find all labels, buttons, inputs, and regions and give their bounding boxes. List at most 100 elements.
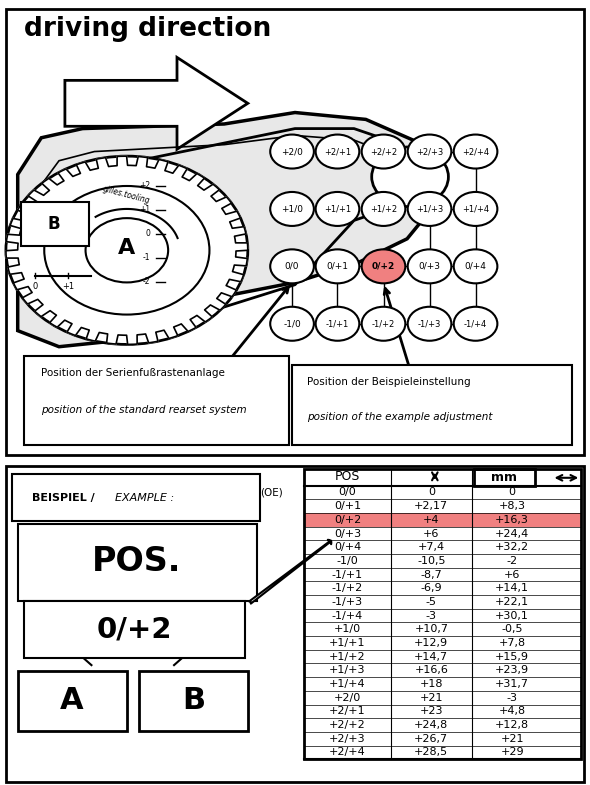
Text: 0: 0 <box>33 283 38 291</box>
Text: +26,7: +26,7 <box>414 734 448 743</box>
Polygon shape <box>65 57 248 149</box>
Text: -1/+4: -1/+4 <box>332 611 363 621</box>
Text: +16,6: +16,6 <box>414 666 448 675</box>
Text: 0/0: 0/0 <box>339 487 356 498</box>
Text: +4: +4 <box>423 515 440 525</box>
Text: +2/+3: +2/+3 <box>329 734 366 743</box>
Text: -1/0: -1/0 <box>337 556 358 566</box>
Circle shape <box>454 134 497 169</box>
Text: +18: +18 <box>419 679 443 689</box>
Text: +22,1: +22,1 <box>495 597 529 607</box>
Text: 0/+4: 0/+4 <box>334 542 361 552</box>
Text: A: A <box>60 686 84 715</box>
Text: 0: 0 <box>428 487 435 498</box>
Text: 0/+3: 0/+3 <box>418 262 441 271</box>
Circle shape <box>408 192 451 226</box>
Polygon shape <box>18 112 428 347</box>
Circle shape <box>372 147 448 206</box>
Text: +2/+2: +2/+2 <box>370 147 397 156</box>
Text: 0/0: 0/0 <box>285 262 299 271</box>
Circle shape <box>316 250 359 283</box>
Text: +1/+1: +1/+1 <box>329 638 366 648</box>
Text: +2/+4: +2/+4 <box>329 747 366 758</box>
Text: +2,17: +2,17 <box>414 501 448 511</box>
Text: POS.: POS. <box>92 546 182 579</box>
Circle shape <box>316 192 359 226</box>
Text: -1/+1: -1/+1 <box>332 570 363 579</box>
Text: +2/0: +2/0 <box>334 692 361 703</box>
Text: -1/+4: -1/+4 <box>464 319 487 328</box>
Text: BEISPIEL /: BEISPIEL / <box>32 493 99 502</box>
Text: -3: -3 <box>507 692 517 703</box>
Text: Position der Serienfußrastenanlage: Position der Serienfußrastenanlage <box>41 368 225 378</box>
Text: +1/+3: +1/+3 <box>329 666 366 675</box>
Text: 0: 0 <box>509 487 516 498</box>
Text: +29: +29 <box>500 747 524 758</box>
FancyBboxPatch shape <box>18 671 127 732</box>
Text: 0/+4: 0/+4 <box>464 262 487 271</box>
Text: +28,5: +28,5 <box>414 747 448 758</box>
Text: +8,3: +8,3 <box>499 501 526 511</box>
Text: -1/+1: -1/+1 <box>326 319 349 328</box>
Text: B: B <box>48 215 61 233</box>
Text: position of the example adjustment: position of the example adjustment <box>307 412 492 422</box>
Text: +1/+4: +1/+4 <box>329 679 366 689</box>
Text: -3: -3 <box>426 611 437 621</box>
Text: +2/0: +2/0 <box>281 147 303 156</box>
Text: +2/+1: +2/+1 <box>329 706 366 717</box>
Text: 0/+2: 0/+2 <box>334 515 361 525</box>
Text: +7,4: +7,4 <box>418 542 445 552</box>
FancyBboxPatch shape <box>24 601 245 658</box>
Text: +21: +21 <box>500 734 524 743</box>
Text: +2: +2 <box>139 181 150 191</box>
Text: +1/+4: +1/+4 <box>462 204 489 214</box>
Text: +1/+3: +1/+3 <box>416 204 443 214</box>
FancyBboxPatch shape <box>474 469 535 486</box>
Circle shape <box>408 250 451 283</box>
Circle shape <box>362 307 405 341</box>
Text: +4,8: +4,8 <box>499 706 526 717</box>
Text: +2/+4: +2/+4 <box>462 147 489 156</box>
FancyBboxPatch shape <box>292 365 572 445</box>
Text: position of the standard rearset system: position of the standard rearset system <box>41 404 247 414</box>
Circle shape <box>454 250 497 283</box>
Text: +1: +1 <box>62 283 74 291</box>
FancyBboxPatch shape <box>24 356 289 445</box>
Circle shape <box>6 156 248 345</box>
Text: +1/0: +1/0 <box>334 624 361 634</box>
Text: +6: +6 <box>423 528 440 539</box>
Text: -1/+3: -1/+3 <box>332 597 363 607</box>
Text: POS: POS <box>335 470 360 483</box>
Text: +1/+2: +1/+2 <box>329 652 366 662</box>
Text: +24,8: +24,8 <box>414 720 448 730</box>
FancyBboxPatch shape <box>12 474 260 521</box>
Circle shape <box>270 250 314 283</box>
Text: +12,9: +12,9 <box>414 638 448 648</box>
Text: +30,1: +30,1 <box>495 611 529 621</box>
Text: +10,7: +10,7 <box>414 624 448 634</box>
Text: +32,2: +32,2 <box>495 542 529 552</box>
Text: -0,5: -0,5 <box>502 624 523 634</box>
Text: +14,1: +14,1 <box>495 583 529 593</box>
FancyBboxPatch shape <box>139 671 248 732</box>
Text: -1/0: -1/0 <box>283 319 301 328</box>
Text: +2/+2: +2/+2 <box>329 720 366 730</box>
Circle shape <box>270 307 314 341</box>
Circle shape <box>408 307 451 341</box>
Text: -1: -1 <box>143 253 150 262</box>
Text: -10,5: -10,5 <box>417 556 445 566</box>
Text: +23: +23 <box>419 706 443 717</box>
Circle shape <box>362 192 405 226</box>
Text: +2/+3: +2/+3 <box>416 147 443 156</box>
Circle shape <box>270 134 314 169</box>
Text: -8,7: -8,7 <box>421 570 442 579</box>
Circle shape <box>454 307 497 341</box>
Circle shape <box>362 250 405 283</box>
Text: +1: +1 <box>139 206 150 214</box>
Text: 0/+3: 0/+3 <box>334 528 361 539</box>
Circle shape <box>316 307 359 341</box>
Text: Position der Beispieleinstellung: Position der Beispieleinstellung <box>307 377 470 387</box>
Text: +7,8: +7,8 <box>499 638 526 648</box>
Text: +1/+2: +1/+2 <box>370 204 397 214</box>
Text: 0/+2: 0/+2 <box>372 262 395 271</box>
